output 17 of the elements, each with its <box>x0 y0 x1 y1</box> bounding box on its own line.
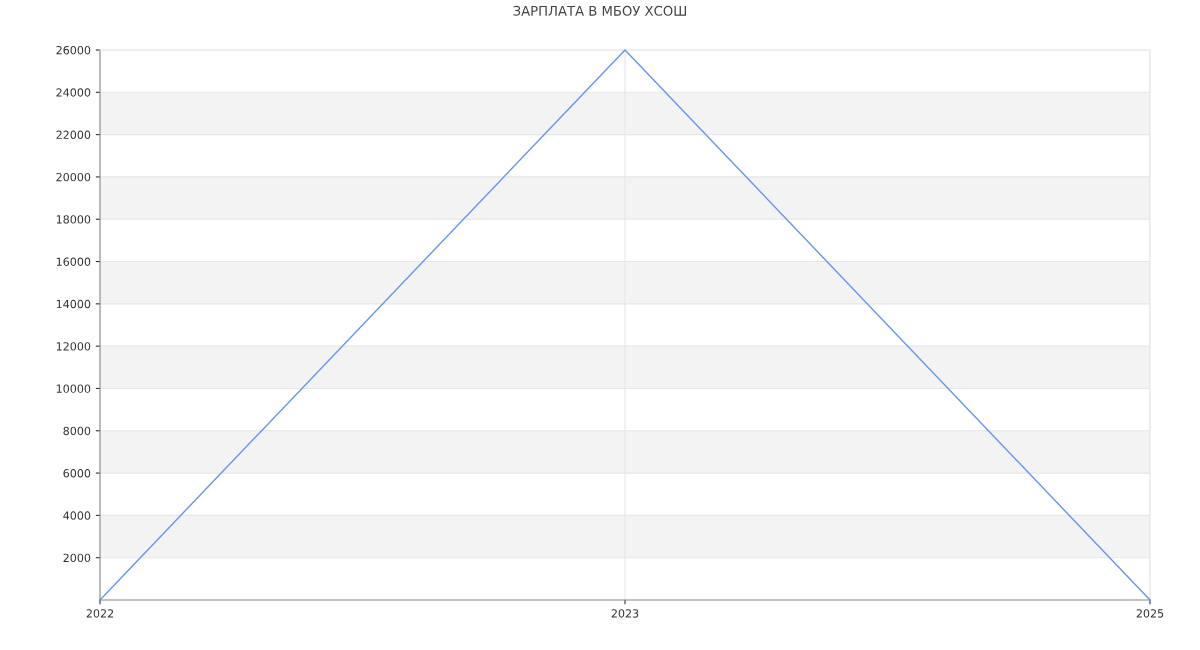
y-tick-label: 20000 <box>56 172 91 182</box>
y-tick-label: 12000 <box>56 342 91 351</box>
chart-title: ЗАРПЛАТА В МБОУ ХСОШ <box>513 5 687 16</box>
y-tick-label: 14000 <box>56 299 91 309</box>
y-tick-label: 2000 <box>63 553 91 563</box>
y-tick-label: 6000 <box>63 469 91 478</box>
y-tick-label: 24000 <box>56 88 91 97</box>
y-tick-label: 4000 <box>63 511 91 520</box>
x-tick-label: 2022 <box>86 609 114 618</box>
y-tick-label: 18000 <box>56 215 91 224</box>
y-tick-label: 10000 <box>56 384 91 393</box>
y-tick-label: 26000 <box>56 45 91 55</box>
y-tick-label: 22000 <box>56 130 91 139</box>
y-tick-label: 8000 <box>63 426 91 436</box>
x-tick-label: 2025 <box>1136 609 1164 618</box>
y-tick-label: 16000 <box>56 257 91 266</box>
x-tick-label: 2023 <box>611 609 639 618</box>
